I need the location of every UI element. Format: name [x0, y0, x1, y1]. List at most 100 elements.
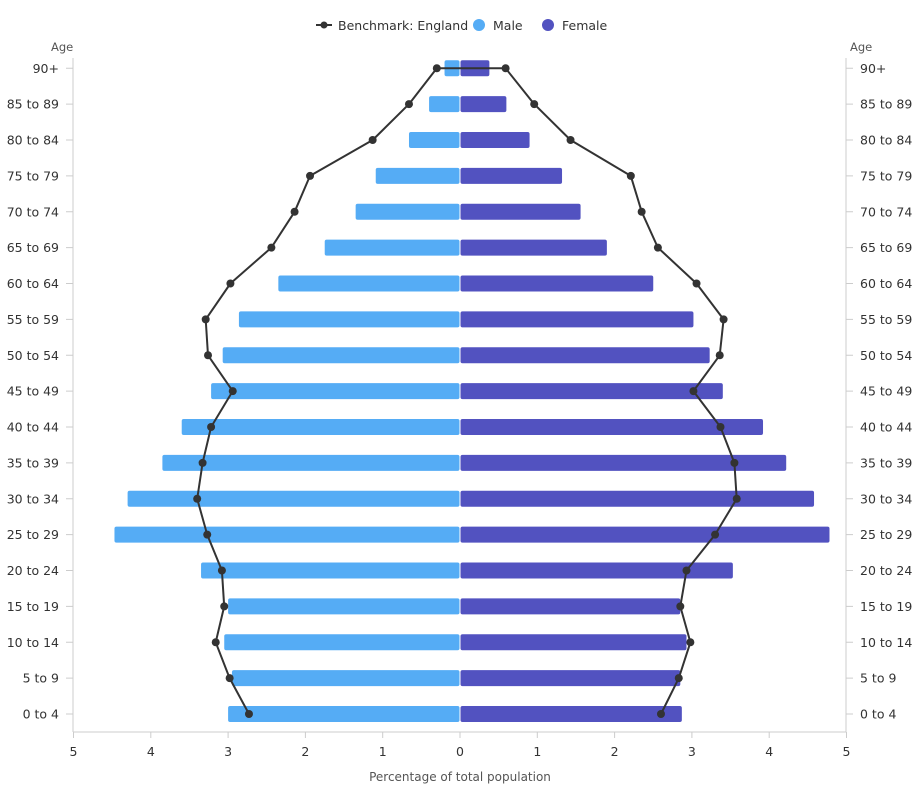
- benchmark-point-female-75-to-79[interactable]: [626, 171, 635, 180]
- bar-male-15-to-19[interactable]: [228, 598, 460, 615]
- bar-female-45-to-49[interactable]: [460, 383, 723, 400]
- y-tick-right-85-to-89: 85 to 89: [860, 97, 912, 112]
- benchmark-point-male-5-to-9[interactable]: [225, 674, 234, 683]
- bar-female-60-to-64[interactable]: [460, 275, 654, 292]
- benchmark-point-male-75-to-79[interactable]: [306, 171, 315, 180]
- bar-female-20-to-24[interactable]: [460, 562, 733, 579]
- bar-male-10-to-14[interactable]: [224, 634, 460, 651]
- benchmark-point-male-50-to-54[interactable]: [204, 351, 213, 360]
- benchmark-point-female-85-to-89[interactable]: [530, 100, 539, 109]
- bar-male-65-to-69[interactable]: [324, 239, 460, 256]
- y-tick-left-25-to-29: 25 to 29: [7, 527, 59, 542]
- benchmark-point-female-80-to-84[interactable]: [566, 136, 575, 144]
- benchmark-point-male-20-to-24[interactable]: [217, 566, 226, 575]
- benchmark-point-male-55-to-59[interactable]: [201, 315, 210, 324]
- benchmark-point-female-10-to-14[interactable]: [686, 638, 695, 647]
- bar-female-50-to-54[interactable]: [460, 347, 710, 364]
- benchmark-point-female-50-to-54[interactable]: [715, 351, 724, 360]
- bar-female-30-to-34[interactable]: [460, 490, 815, 507]
- benchmark-point-female-15-to-19[interactable]: [676, 602, 685, 611]
- bar-male-80-to-84[interactable]: [408, 132, 460, 148]
- y-tick-right-65-to-69: 65 to 69: [860, 240, 912, 255]
- benchmark-point-male-90[interactable]: [432, 64, 441, 73]
- bar-male-35-to-39[interactable]: [162, 454, 460, 471]
- bar-male-85-to-89[interactable]: [429, 96, 460, 113]
- bar-female-40-to-44[interactable]: [460, 419, 764, 435]
- benchmark-point-female-0-to-4[interactable]: [656, 710, 665, 718]
- legend-item-male[interactable]: Male: [473, 18, 523, 33]
- bar-male-5-to-9[interactable]: [231, 670, 460, 687]
- bar-male-20-to-24[interactable]: [201, 562, 460, 579]
- benchmark-point-female-25-to-29[interactable]: [711, 530, 720, 539]
- benchmark-point-male-0-to-4[interactable]: [244, 710, 253, 718]
- benchmark-point-male-60-to-64[interactable]: [226, 279, 235, 288]
- legend-item-female[interactable]: Female: [542, 18, 608, 33]
- benchmark-point-male-10-to-14[interactable]: [211, 638, 220, 647]
- benchmark-point-female-70-to-74[interactable]: [637, 207, 646, 216]
- benchmark-point-male-15-to-19[interactable]: [220, 602, 229, 611]
- benchmark-point-female-5-to-9[interactable]: [674, 674, 683, 683]
- benchmark-point-female-45-to-49[interactable]: [689, 387, 698, 396]
- bar-male-50-to-54[interactable]: [222, 347, 460, 364]
- y-tick-right-20-to-24: 20 to 24: [860, 563, 912, 578]
- legend-item-benchmark[interactable]: Benchmark: England: [316, 18, 468, 33]
- x-tick-label: 5: [843, 744, 851, 759]
- y-tick-left-55-to-59: 55 to 59: [7, 312, 59, 327]
- y-tick-left-85-to-89: 85 to 89: [7, 97, 59, 112]
- bar-male-75-to-79[interactable]: [375, 167, 460, 184]
- benchmark-point-male-45-to-49[interactable]: [228, 387, 237, 396]
- benchmark-point-female-55-to-59[interactable]: [719, 315, 728, 324]
- benchmark-point-male-40-to-44[interactable]: [207, 423, 216, 431]
- bar-female-10-to-14[interactable]: [460, 634, 687, 651]
- x-tick-label: 2: [611, 744, 619, 759]
- legend-male-label: Male: [493, 18, 523, 33]
- x-tick-labels: 5 4 3 2 1 0 1 2 3 4 5: [70, 732, 851, 759]
- benchmark-point-male-35-to-39[interactable]: [198, 458, 207, 467]
- y-tick-right-0-to-4: 0 to 4: [860, 707, 896, 722]
- bar-female-25-to-29[interactable]: [460, 526, 830, 543]
- benchmark-point-female-40-to-44[interactable]: [716, 423, 725, 431]
- benchmark-point-male-30-to-34[interactable]: [193, 494, 202, 503]
- benchmark-point-female-30-to-34[interactable]: [732, 494, 741, 503]
- bar-female-70-to-74[interactable]: [460, 203, 581, 220]
- bar-male-30-to-34[interactable]: [127, 490, 460, 507]
- x-tick-label: 2: [301, 744, 309, 759]
- bar-male-45-to-49[interactable]: [211, 383, 460, 400]
- y-tick-left-5-to-9: 5 to 9: [23, 671, 59, 686]
- benchmark-point-male-25-to-29[interactable]: [203, 530, 212, 539]
- bar-female-0-to-4[interactable]: [460, 706, 682, 722]
- bar-male-25-to-29[interactable]: [114, 526, 460, 543]
- y-tick-right-90: 90+: [860, 61, 886, 76]
- bar-male-70-to-74[interactable]: [355, 203, 460, 220]
- x-axis-title: Percentage of total population: [369, 770, 551, 784]
- bar-female-15-to-19[interactable]: [460, 598, 681, 615]
- bar-female-5-to-9[interactable]: [460, 670, 681, 687]
- benchmark-point-male-85-to-89[interactable]: [404, 100, 413, 109]
- bar-male-60-to-64[interactable]: [278, 275, 460, 292]
- bar-female-65-to-69[interactable]: [460, 239, 607, 256]
- benchmark-point-female-65-to-69[interactable]: [653, 243, 662, 252]
- bar-female-80-to-84[interactable]: [460, 132, 530, 148]
- benchmark-point-male-65-to-69[interactable]: [267, 243, 276, 252]
- y-tick-right-45-to-49: 45 to 49: [860, 384, 912, 399]
- bar-male-40-to-44[interactable]: [181, 419, 460, 435]
- y-tick-right-70-to-74: 70 to 74: [860, 204, 912, 219]
- bar-female-55-to-59[interactable]: [460, 311, 694, 328]
- bars: [114, 60, 830, 722]
- bar-female-35-to-39[interactable]: [460, 454, 787, 471]
- benchmark-point-female-60-to-64[interactable]: [692, 279, 701, 288]
- benchmark-point-female-35-to-39[interactable]: [730, 458, 739, 467]
- benchmark-point-female-90[interactable]: [501, 64, 510, 73]
- benchmark-line: [193, 64, 741, 718]
- bar-female-85-to-89[interactable]: [460, 96, 507, 113]
- y-tick-right-55-to-59: 55 to 59: [860, 312, 912, 327]
- legend: Benchmark: England Male Female: [316, 18, 608, 33]
- bar-male-0-to-4[interactable]: [228, 706, 460, 722]
- bar-female-75-to-79[interactable]: [460, 167, 563, 184]
- y-tick-left-90: 90+: [33, 61, 59, 76]
- benchmark-point-female-20-to-24[interactable]: [682, 566, 691, 575]
- benchmark-point-male-80-to-84[interactable]: [368, 136, 377, 144]
- x-tick-label: 3: [688, 744, 696, 759]
- bar-male-55-to-59[interactable]: [238, 311, 460, 328]
- benchmark-point-male-70-to-74[interactable]: [290, 207, 299, 216]
